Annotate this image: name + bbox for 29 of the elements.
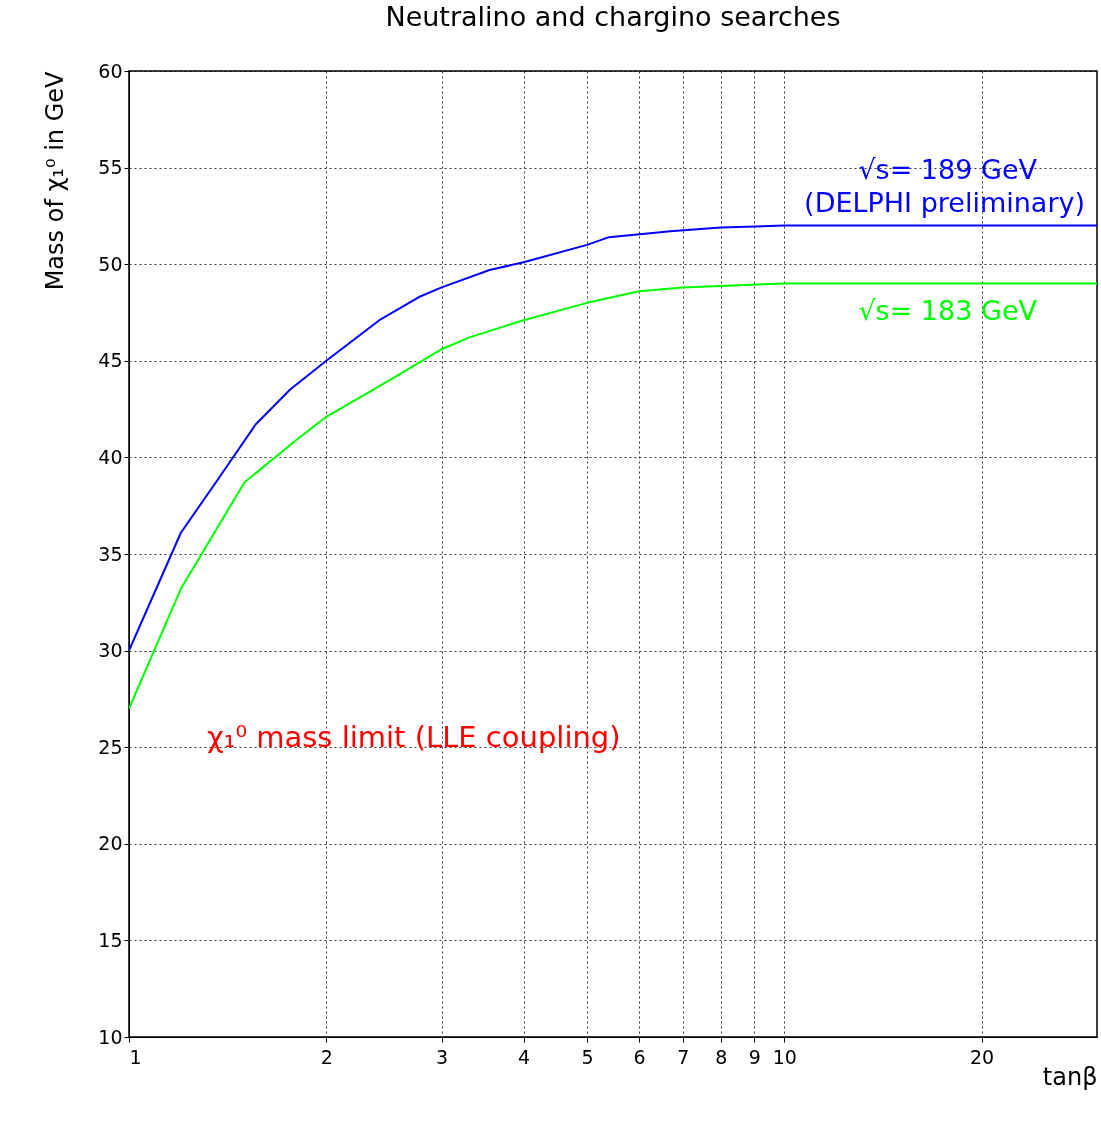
y-axis-title: Mass of χ₁⁰ in GeV <box>41 70 70 291</box>
x-tick-label: 5 <box>581 1045 594 1068</box>
x-tick-label: 4 <box>518 1045 531 1068</box>
chart-title: Neutralino and chargino searches <box>385 1 841 32</box>
x-tick-label: 10 <box>772 1045 797 1068</box>
y-tick-label: 35 <box>98 542 123 565</box>
series-label: √s= 183 GeV <box>858 294 1038 326</box>
x-tick-label: 7 <box>677 1045 690 1068</box>
y-tick-label: 15 <box>98 928 123 951</box>
x-tick-label: 8 <box>715 1045 728 1068</box>
y-tick-label: 30 <box>98 639 123 662</box>
x-axis-title: tanβ <box>1042 1062 1098 1091</box>
y-tick-label: 45 <box>98 349 123 372</box>
x-tick-label: 3 <box>436 1045 449 1068</box>
y-tick-label: 25 <box>98 735 123 758</box>
y-tick-label: 10 <box>98 1025 123 1048</box>
annotation: (DELPHI preliminary) <box>804 186 1085 218</box>
x-tick-label: 6 <box>633 1045 646 1068</box>
y-tick-label: 40 <box>98 445 123 468</box>
x-tick-label: 1 <box>129 1045 142 1068</box>
y-tick-label: 50 <box>98 252 123 275</box>
x-tick-label: 2 <box>320 1045 333 1068</box>
x-tick-label: 20 <box>970 1045 995 1068</box>
series-label: √s= 189 GeV <box>858 153 1038 185</box>
annotation: χ₁⁰ mass limit (LLE coupling) <box>207 720 621 754</box>
x-tick-label: 9 <box>748 1045 761 1068</box>
y-tick-label: 55 <box>98 156 123 179</box>
y-tick-label: 60 <box>98 59 123 82</box>
y-tick-label: 20 <box>98 832 123 855</box>
